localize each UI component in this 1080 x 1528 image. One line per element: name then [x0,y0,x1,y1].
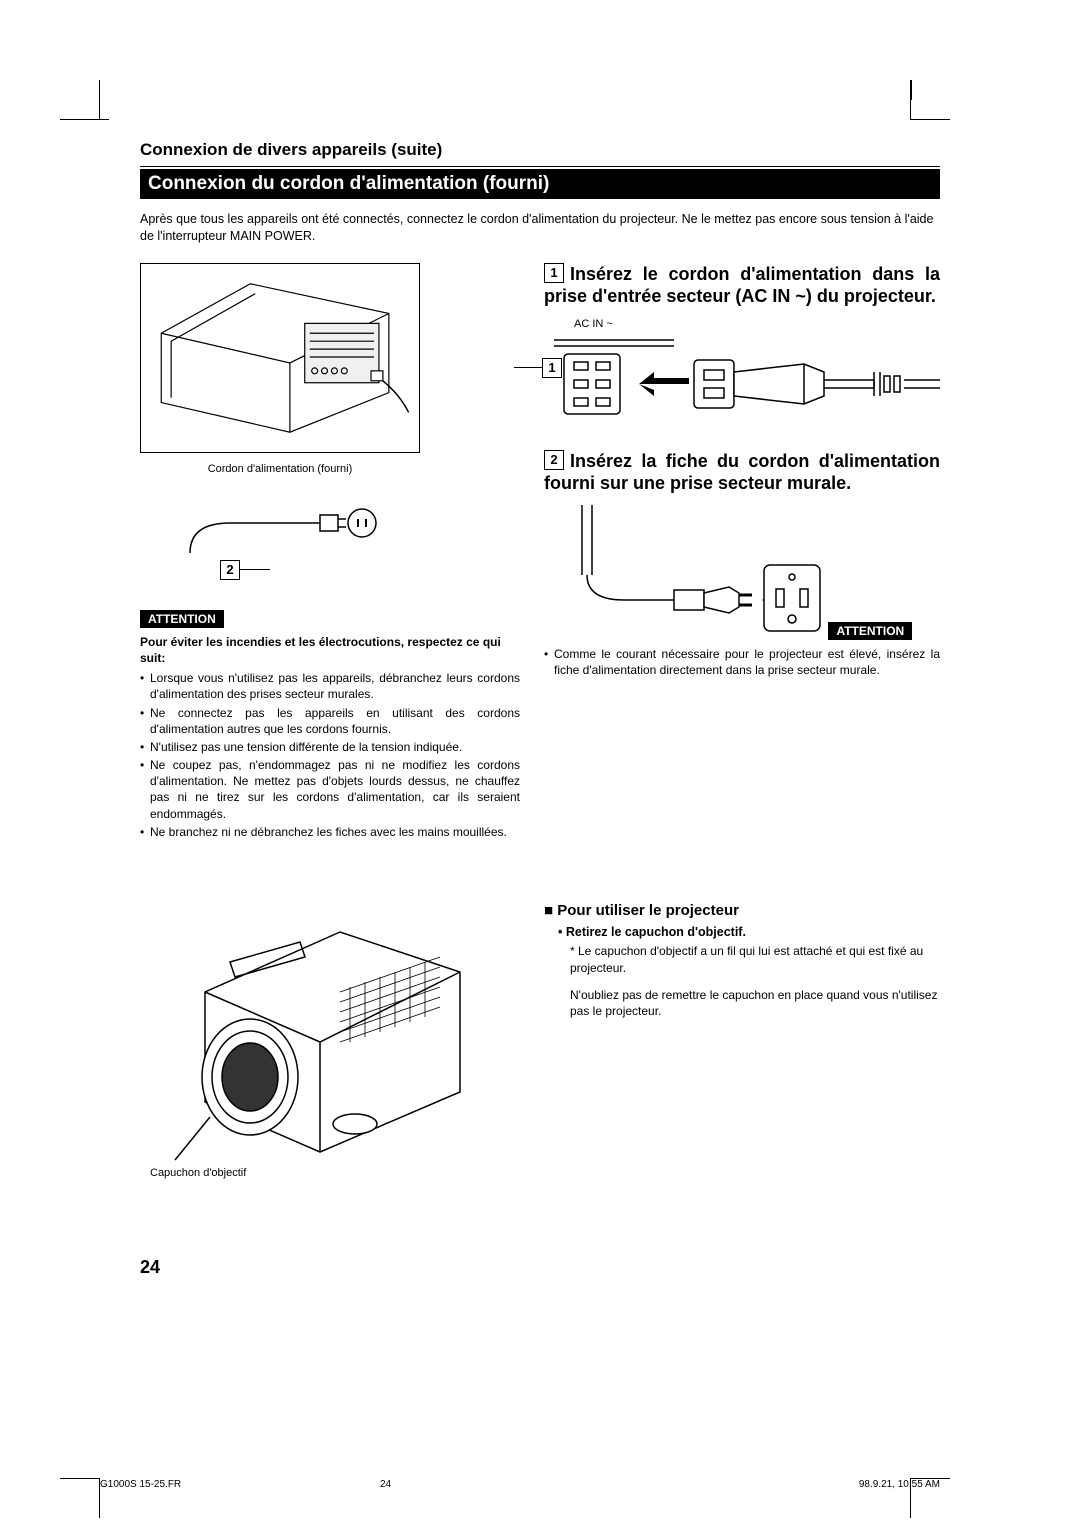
callout-2: 2 [220,560,240,580]
lens-cap-label: Capuchon d'objectif [150,1167,246,1180]
step2-heading: 2Insérez la fiche du cordon d'alimentati… [544,450,940,495]
lower-text2: N'oubliez pas de remettre le capuchon en… [544,987,940,1021]
lower-text1: * Le capuchon d'objectif a un fil qui lu… [544,943,940,977]
page-content: Connexion de divers appareils (suite) Co… [140,140,940,1278]
main-heading: Connexion du cordon d'alimentation (four… [140,169,940,199]
figure-projector-lens [140,902,480,1182]
section-title: Connexion de divers appareils (suite) [140,140,940,160]
step2-num: 2 [544,450,564,470]
attention-bullets-left: Lorsque vous n'utilisez pas les appareil… [140,670,520,840]
step1-num: 1 [544,263,564,283]
lower-heading: Pour utiliser le projecteur [544,902,940,919]
bullet-item: Lorsque vous n'utilisez pas les appareil… [140,670,520,702]
callout-1: 1 [542,358,562,378]
intro-paragraph: Après que tous les appareils ont été con… [140,211,940,245]
bullet-item: Comme le courant nécessaire pour le proj… [544,646,940,678]
figure-wall-outlet [564,505,824,635]
attention-lead: Pour éviter les incendies et les électro… [140,634,520,666]
bullet-item: Ne branchez ni ne débranchez les fiches … [140,824,520,840]
cord-caption: Cordon d'alimentation (fourni) [140,463,420,475]
right-column: 1Insérez le cordon d'alimentation dans l… [544,263,940,842]
attention-label-right: ATTENTION [828,622,912,640]
footer-center: 24 [380,1479,391,1490]
bullet-item: N'utilisez pas une tension différente de… [140,739,520,755]
bullet-item: Ne coupez pas, n'endommagez pas ni ne mo… [140,757,520,822]
figure-ac-inlet [544,332,940,427]
lower-left: Capuchon d'objectif [140,902,520,1187]
footer-left: G1000S 15-25.FR [100,1479,181,1490]
acin-label: AC IN ~ [574,318,940,330]
footer: G1000S 15-25.FR 24 98.9.21, 10:55 AM [100,1479,940,1490]
bullet-item: Ne connectez pas les appareils en utilis… [140,705,520,737]
lower-right: Pour utiliser le projecteur • Retirez le… [544,902,940,1187]
left-column: 1 Cordon d'alimentation (fourni) [140,263,520,842]
attention-bullets-right: Comme le courant nécessaire pour le proj… [544,646,940,678]
step1-text: Insérez le cordon d'alimentation dans la… [544,264,940,307]
step2-text: Insérez la fiche du cordon d'alimentatio… [544,451,940,494]
page-number: 24 [140,1257,940,1278]
step1-heading: 1Insérez le cordon d'alimentation dans l… [544,263,940,308]
figure-projector-rear [140,263,420,453]
footer-right: 98.9.21, 10:55 AM [859,1479,940,1490]
lower-bold-line: • Retirez le capuchon d'objectif. [544,925,940,939]
attention-label-left: ATTENTION [140,610,224,628]
divider [140,166,940,167]
